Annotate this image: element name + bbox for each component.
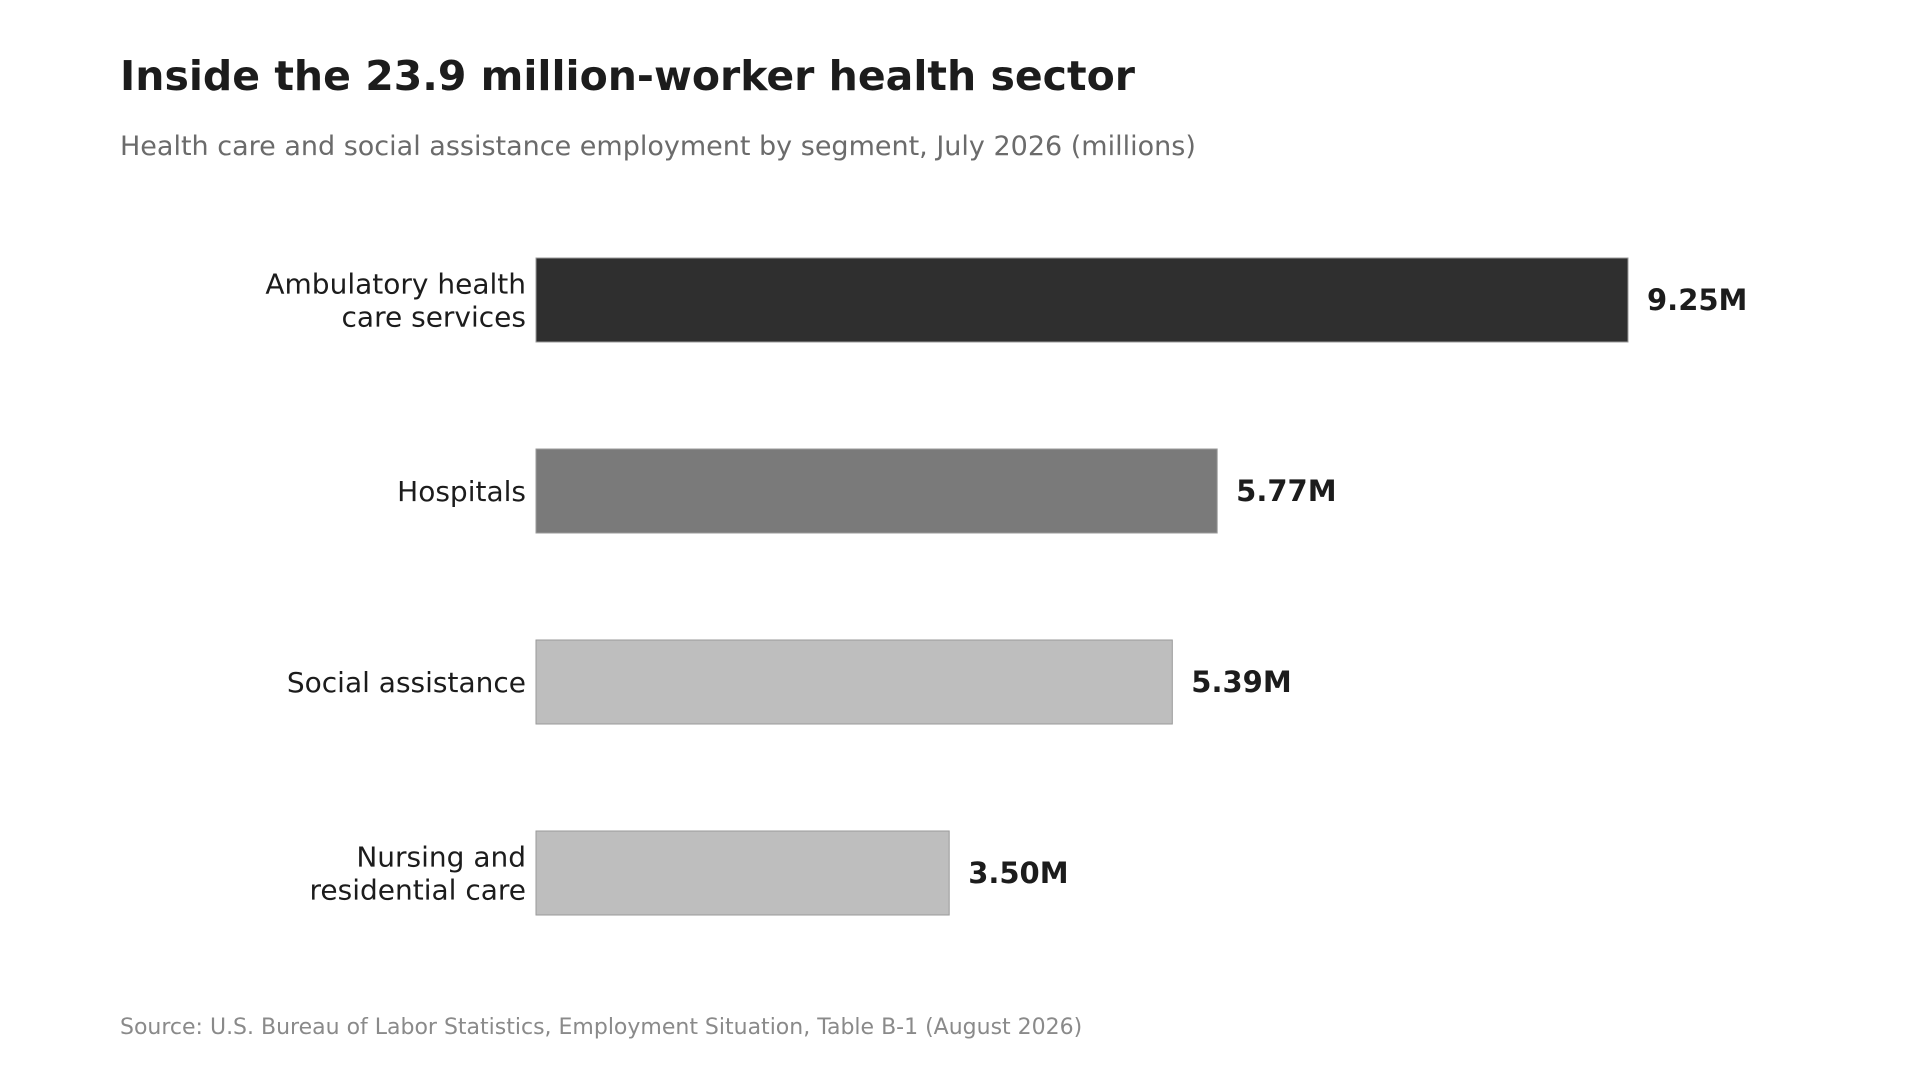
chart-subtitle: Health care and social assistance employ… bbox=[120, 131, 1196, 162]
category-label: Hospitals bbox=[397, 475, 526, 508]
bar bbox=[535, 639, 1173, 725]
category-label: Social assistance bbox=[287, 666, 526, 699]
category-label: Ambulatory health care services bbox=[265, 268, 526, 334]
bar bbox=[535, 448, 1218, 534]
chart-title: Inside the 23.9 million-worker health se… bbox=[120, 52, 1135, 100]
value-label: 3.50M bbox=[968, 856, 1068, 890]
bar bbox=[535, 830, 950, 916]
value-label: 5.77M bbox=[1236, 474, 1336, 508]
value-label: 9.25M bbox=[1647, 283, 1747, 317]
value-label: 5.39M bbox=[1191, 665, 1291, 699]
category-label: Nursing and residential care bbox=[309, 841, 526, 907]
source-note: Source: U.S. Bureau of Labor Statistics,… bbox=[120, 1015, 1083, 1040]
bar bbox=[535, 257, 1629, 343]
